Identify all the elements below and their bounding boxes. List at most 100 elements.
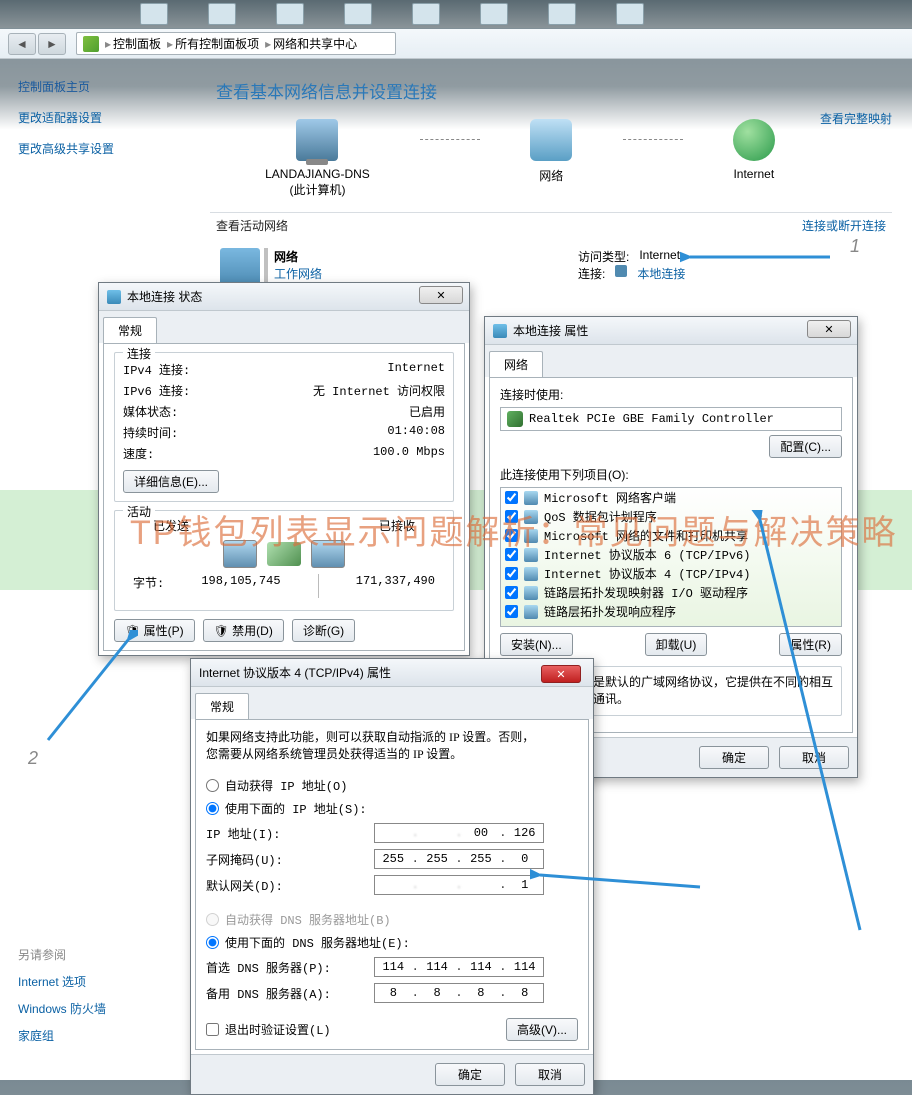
- firewall-link[interactable]: Windows 防火墙: [18, 1000, 106, 1017]
- component-icon: [524, 586, 538, 600]
- taskbar-item[interactable]: [480, 3, 508, 25]
- auto-ip-radio[interactable]: [206, 779, 219, 792]
- access-label: 访问类型:: [578, 248, 629, 265]
- tab-general[interactable]: 常规: [103, 317, 157, 343]
- ipv6-label: IPv6 连接:: [123, 382, 190, 399]
- item-label: Microsoft 网络的文件和打印机共享: [544, 527, 748, 544]
- item-checkbox[interactable]: [505, 567, 518, 580]
- media-label: 媒体状态:: [123, 403, 178, 420]
- connect-disconnect-link[interactable]: 连接或断开连接: [802, 217, 886, 234]
- auto-dns-radio: [206, 913, 219, 926]
- bytes-recv: 171,337,490: [356, 574, 435, 598]
- gateway-label: 默认网关(D):: [206, 877, 366, 894]
- ipv6-value: 无 Internet 访问权限: [313, 382, 445, 399]
- adapter-icon: [615, 265, 627, 277]
- gateway-input[interactable]: ...1: [374, 875, 544, 895]
- close-button[interactable]: ✕: [541, 665, 581, 683]
- adapter-icon: [507, 411, 523, 427]
- cancel-button[interactable]: 取消: [515, 1063, 585, 1086]
- close-button[interactable]: ✕: [419, 286, 463, 304]
- bytes-sent: 198,105,745: [201, 574, 280, 598]
- diagnose-button[interactable]: 诊断(G): [292, 619, 355, 642]
- nav-back-button[interactable]: ◄: [8, 33, 36, 55]
- recv-icon: [311, 540, 345, 568]
- taskbar-item[interactable]: [140, 3, 168, 25]
- list-item[interactable]: Microsoft 网络客户端: [501, 488, 841, 507]
- taskbar-item[interactable]: [208, 3, 236, 25]
- adapter-field: Realtek PCIe GBE Family Controller: [500, 407, 842, 431]
- globe-icon: [733, 119, 775, 161]
- advanced-button[interactable]: 高级(V)...: [506, 1018, 578, 1041]
- use-dns-radio[interactable]: [206, 936, 219, 949]
- topo-connector: [420, 139, 480, 141]
- computer-icon: [296, 119, 338, 161]
- hint-text: 如果网络支持此功能，则可以获取自动指派的 IP 设置。否则，: [206, 728, 578, 745]
- item-checkbox[interactable]: [505, 586, 518, 599]
- dns2-label: 备用 DNS 服务器(A):: [206, 985, 366, 1002]
- validate-checkbox[interactable]: [206, 1023, 219, 1036]
- connection-link[interactable]: 本地连接: [637, 265, 685, 282]
- tab-general[interactable]: 常规: [195, 693, 249, 719]
- sidebar-adapter-settings[interactable]: 更改适配器设置: [18, 109, 182, 126]
- breadcrumb-item[interactable]: 网络和共享中心: [263, 35, 357, 52]
- ok-button[interactable]: 确定: [435, 1063, 505, 1086]
- ip-label: IP 地址(I):: [206, 825, 366, 842]
- activity-icon: [267, 542, 301, 566]
- item-label: Internet 协议版本 6 (TCP/IPv6): [544, 546, 750, 563]
- sidebar-sharing-settings[interactable]: 更改高级共享设置: [18, 140, 182, 157]
- details-button[interactable]: 详细信息(E)...: [123, 470, 219, 493]
- page-title: 查看基本网络信息并设置连接: [216, 78, 892, 103]
- topology-computer: LANDAJIANG-DNS (此计算机): [265, 119, 370, 198]
- dialog-title: 本地连接 属性: [513, 322, 588, 339]
- nav-fwd-button[interactable]: ►: [38, 33, 66, 55]
- breadcrumb-item[interactable]: 控制面板: [103, 35, 161, 52]
- network-type-link[interactable]: 工作网络: [274, 267, 322, 281]
- item-checkbox[interactable]: [505, 529, 518, 542]
- homegroup-link[interactable]: 家庭组: [18, 1027, 106, 1044]
- connection-label: 连接:: [578, 265, 605, 282]
- dns2-input[interactable]: 8.8.8.8: [374, 983, 544, 1003]
- topo-connector: [623, 139, 683, 141]
- group-connection: 连接: [123, 345, 155, 362]
- install-button[interactable]: 安装(N)...: [500, 633, 573, 656]
- component-icon: [524, 529, 538, 543]
- ipv4-value: Internet: [387, 361, 445, 378]
- taskbar-item[interactable]: [344, 3, 372, 25]
- internet-options-link[interactable]: Internet 选项: [18, 973, 106, 990]
- ip-input[interactable]: ..00.126: [374, 823, 544, 843]
- breadcrumb-item[interactable]: 所有控制面板项: [165, 35, 259, 52]
- item-checkbox[interactable]: [505, 491, 518, 504]
- dns1-input[interactable]: 114.114.114.114: [374, 957, 544, 977]
- annotation-arrow-1: [680, 245, 840, 269]
- sidebar-home[interactable]: 控制面板主页: [18, 78, 182, 95]
- dialog-title: Internet 协议版本 4 (TCP/IPv4) 属性: [199, 664, 391, 681]
- item-checkbox[interactable]: [505, 510, 518, 523]
- taskbar: [0, 0, 912, 28]
- sent-label: 已发送: [153, 517, 189, 534]
- mask-input[interactable]: 255.255.255.0: [374, 849, 544, 869]
- computer-sub: (此计算机): [289, 181, 345, 198]
- group-activity: 活动: [123, 503, 155, 520]
- configure-button[interactable]: 配置(C)...: [769, 435, 842, 458]
- use-ip-radio[interactable]: [206, 802, 219, 815]
- uninstall-button[interactable]: 卸载(U): [645, 633, 708, 656]
- taskbar-item[interactable]: [548, 3, 576, 25]
- taskbar-item[interactable]: [276, 3, 304, 25]
- tab-network[interactable]: 网络: [489, 351, 543, 377]
- component-icon: [524, 491, 538, 505]
- dialog-icon: [107, 290, 121, 304]
- computer-name: LANDAJIANG-DNS: [265, 167, 370, 181]
- taskbar-item[interactable]: [412, 3, 440, 25]
- breadcrumb[interactable]: 控制面板 所有控制面板项 网络和共享中心: [76, 32, 396, 55]
- taskbar-item[interactable]: [616, 3, 644, 25]
- active-networks-label: 查看活动网络: [216, 217, 288, 234]
- mask-label: 子网掩码(U):: [206, 851, 366, 868]
- speed-value: 100.0 Mbps: [373, 445, 445, 462]
- item-checkbox[interactable]: [505, 605, 518, 618]
- connection-status-dialog: 本地连接 状态 ✕ 常规 连接 IPv4 连接:Internet IPv6 连接…: [98, 282, 470, 656]
- item-checkbox[interactable]: [505, 548, 518, 561]
- close-button[interactable]: ✕: [807, 320, 851, 338]
- view-full-map-link[interactable]: 查看完整映射: [820, 110, 892, 127]
- auto-ip-label: 自动获得 IP 地址(O): [225, 777, 347, 794]
- disable-button[interactable]: 🛡 禁用(D): [203, 619, 284, 642]
